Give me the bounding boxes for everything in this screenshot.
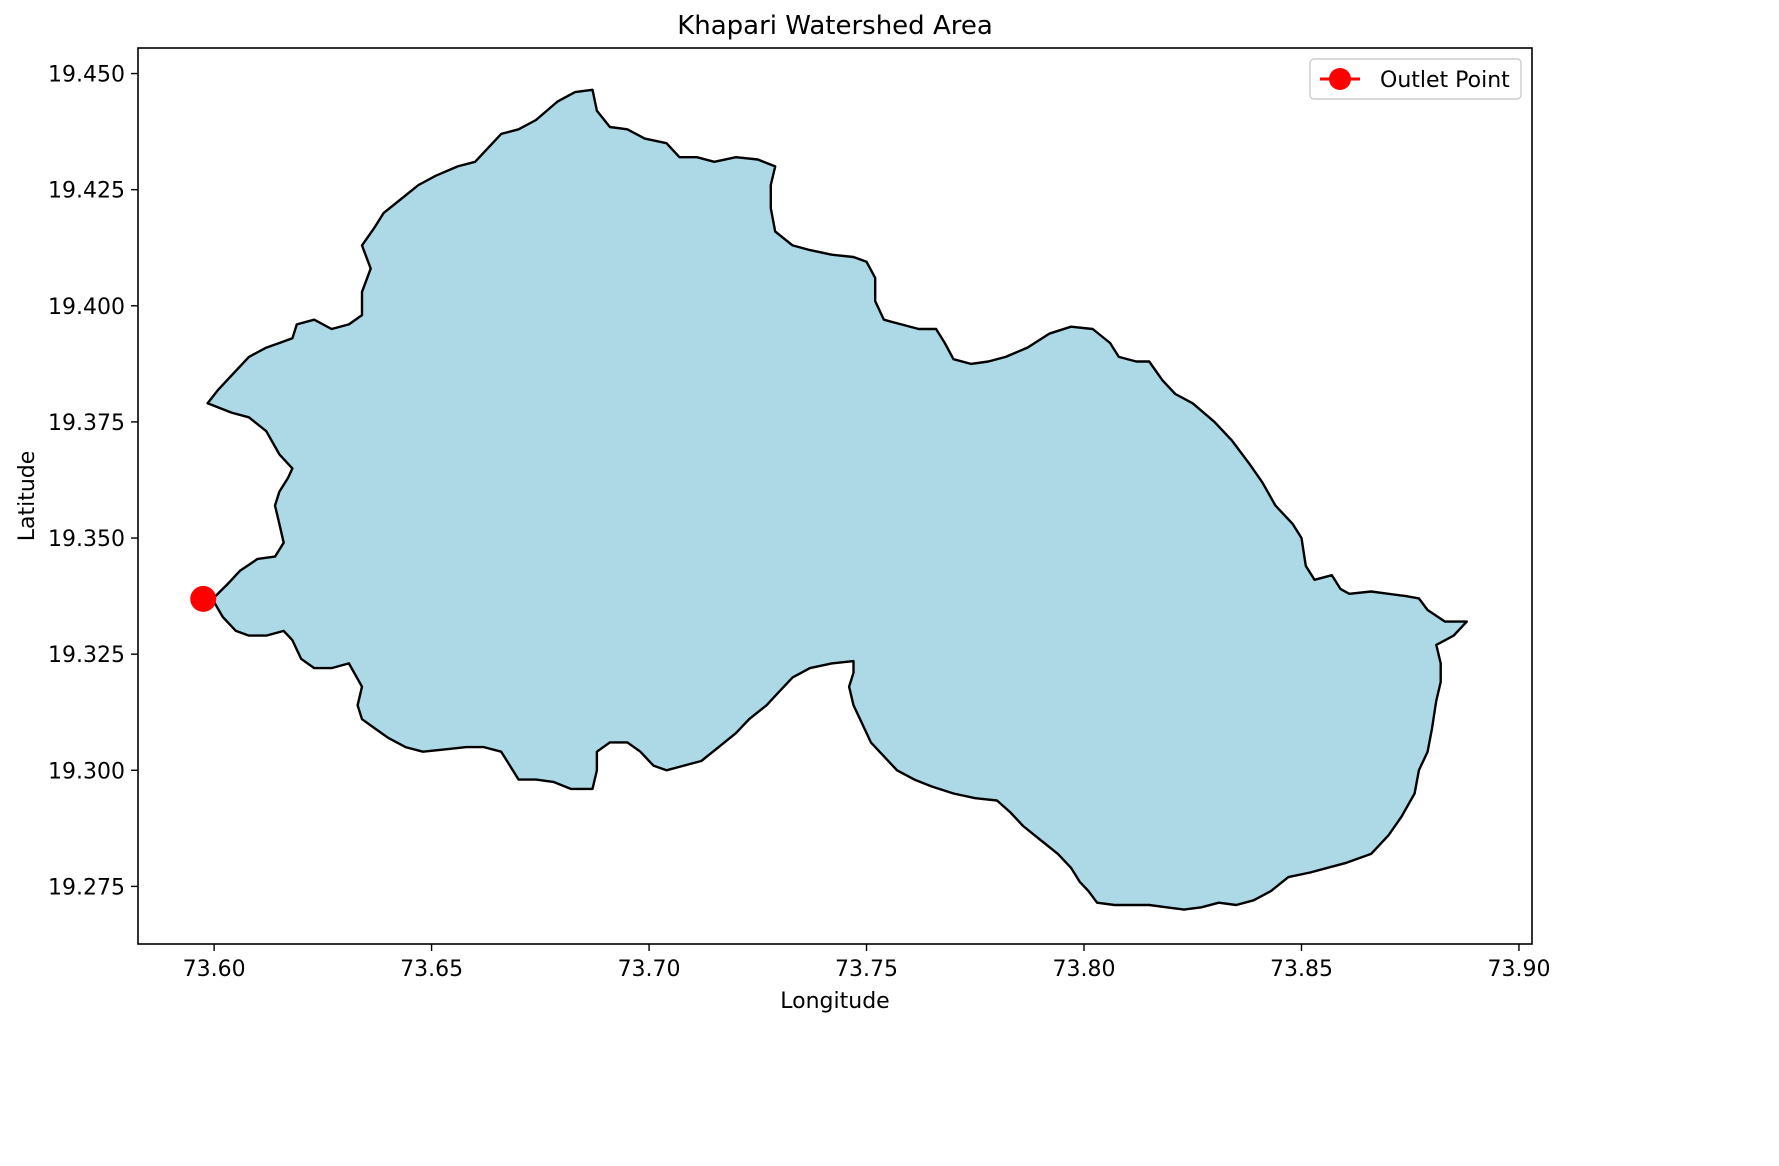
x-tick-label: 73.80 [1053, 957, 1116, 982]
legend-entry-outlet-point: Outlet Point [1380, 68, 1510, 93]
x-tick-label: 73.60 [183, 957, 246, 982]
y-tick-label: 19.300 [48, 759, 125, 784]
y-tick-label: 19.275 [48, 875, 125, 900]
x-axis-ticks: 73.60 73.65 73.70 73.75 73.80 73.85 73.90 [183, 944, 1550, 982]
plot-area [190, 88, 1468, 911]
chart-title: Khapari Watershed Area [677, 11, 993, 41]
y-tick-label: 19.450 [48, 63, 125, 88]
y-tick-label: 19.325 [48, 643, 125, 668]
x-tick-label: 73.65 [400, 957, 463, 982]
x-tick-label: 73.85 [1270, 957, 1333, 982]
x-tick-label: 73.70 [618, 957, 681, 982]
x-axis-label: Longitude [780, 989, 889, 1014]
y-axis-label: Latitude [15, 451, 40, 542]
y-tick-label: 19.350 [48, 527, 125, 552]
outlet-point [190, 585, 217, 612]
x-tick-label: 73.90 [1487, 957, 1550, 982]
legend-box [1309, 58, 1522, 100]
x-tick-label: 73.75 [835, 957, 898, 982]
outlet-point-marker [190, 585, 217, 612]
y-tick-label: 19.375 [48, 411, 125, 436]
y-axis-ticks: 19.275 19.300 19.325 19.350 19.375 19.400 19.4… [48, 63, 138, 900]
y-tick-label: 19.400 [48, 295, 125, 320]
y-tick-label: 19.425 [48, 179, 125, 204]
legend: Outlet Point [1309, 58, 1522, 100]
axes-frame [137, 47, 1533, 945]
watershed-polygon [206, 88, 1468, 911]
legend-marker-swatch [1329, 68, 1351, 90]
